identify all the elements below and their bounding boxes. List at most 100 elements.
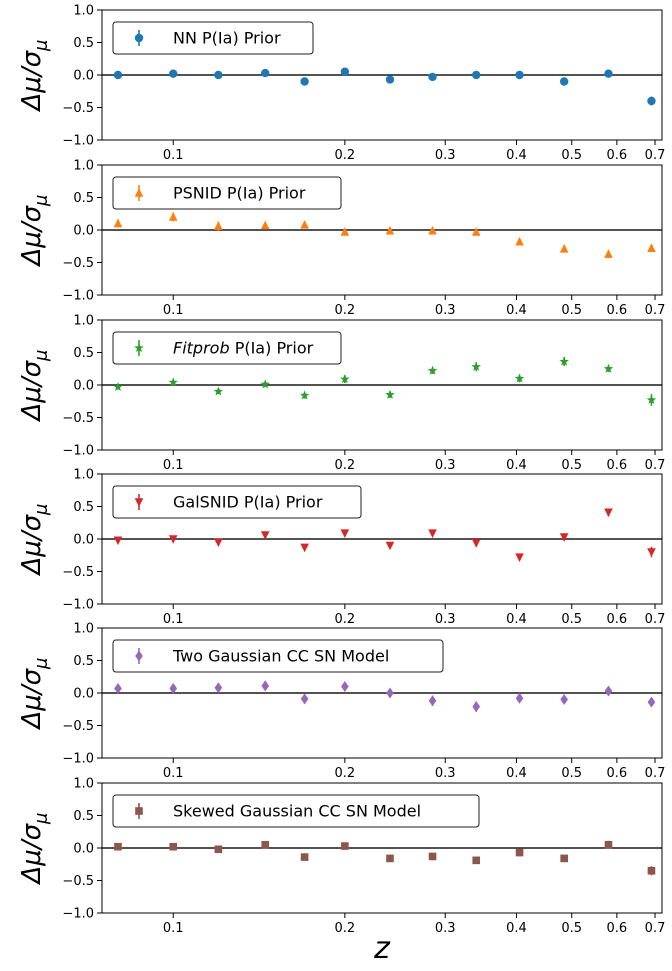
- legend-label-italic: Fitprob: [173, 339, 230, 358]
- data-point: [560, 694, 568, 705]
- legend-border: [112, 639, 444, 673]
- data-point: [300, 853, 309, 861]
- x-tick-label: 0.5: [561, 303, 582, 318]
- y-tick-label: −0.5: [62, 101, 94, 116]
- data-point: [647, 696, 656, 708]
- data-point: [604, 840, 613, 849]
- x-tick-label: 0.3: [435, 458, 456, 473]
- y-axis-label-main: Δμ/σ: [17, 513, 47, 576]
- data-point: [260, 531, 270, 540]
- data-point: [472, 70, 481, 80]
- y-tick-label: 0.0: [73, 533, 94, 548]
- data-point: [113, 381, 123, 391]
- data-point: [604, 508, 613, 518]
- data-point: [340, 374, 350, 384]
- x-tick-label: 0.2: [335, 921, 356, 936]
- data-point: [386, 854, 394, 863]
- legend-border: [112, 21, 314, 55]
- data-point: [341, 842, 349, 850]
- data-point: [114, 682, 122, 694]
- y-axis-label-subscript: μ: [31, 194, 52, 206]
- panel-6: 1.0 0.5 0.0 −0.5 −1.0 0.1 0.2 0.3 0.4 0.5 0.6 0.7 Sk…: [17, 777, 665, 937]
- data-point: [559, 77, 569, 86]
- data-point: [515, 553, 524, 562]
- axes-frame: [101, 473, 663, 605]
- y-tick-label: 1.0: [73, 468, 94, 483]
- data-point: [604, 249, 613, 258]
- x-tick-label: 0.3: [435, 766, 456, 781]
- legend-label: GalSNID P(Ia) Prior: [173, 493, 323, 512]
- y-tick-label: 1.0: [73, 622, 94, 637]
- panel-3: 1.0 0.5 0.0 −0.5 −1.0 0.1 0.2 0.3 0.4 0.5 0.6 0.7 Fi…: [17, 314, 665, 474]
- x-tick-label: 0.7: [645, 612, 666, 627]
- data-point: [213, 386, 224, 396]
- data-point: [168, 535, 178, 544]
- legend-marker: [135, 807, 143, 815]
- data-point: [114, 842, 122, 851]
- y-tick-label: 0.0: [73, 379, 94, 394]
- data-point: [647, 96, 656, 106]
- legend-marker: [134, 33, 144, 43]
- data-point: [427, 365, 438, 375]
- x-tick-label: 0.6: [607, 303, 628, 318]
- data-point: [169, 682, 178, 694]
- y-axis-label-subscript: μ: [31, 39, 52, 51]
- legend: Two Gaussian CC SN Model: [112, 639, 444, 673]
- y-axis-label: Δμ/σμ: [17, 812, 52, 885]
- y-tick-label: −1.0: [62, 444, 94, 459]
- data-point: [113, 536, 123, 546]
- x-tick-label: 0.1: [163, 148, 184, 163]
- data-point: [559, 533, 569, 542]
- data-point: [428, 695, 437, 707]
- data-point: [515, 848, 524, 857]
- y-tick-label: 0.0: [73, 69, 94, 84]
- y-tick-label: 0.5: [73, 500, 94, 515]
- y-axis-label: Δμ/σμ: [17, 503, 52, 576]
- data-point: [428, 852, 437, 861]
- data-point: [300, 77, 309, 86]
- panel-4: 1.0 0.5 0.0 −0.5 −1.0 0.1 0.2 0.3 0.4 0.5 0.6 0.7 Ga…: [17, 468, 665, 628]
- x-tick-label: 0.5: [561, 612, 582, 627]
- data-point: [559, 244, 569, 253]
- data-point: [340, 227, 350, 236]
- data-point: [514, 373, 525, 383]
- data-point: [168, 377, 178, 387]
- data-point: [300, 693, 309, 705]
- data-point: [471, 361, 481, 371]
- x-tick-label: 0.2: [335, 303, 356, 318]
- x-tick-label: 0.7: [645, 921, 666, 936]
- y-tick-label: 0.0: [73, 842, 94, 857]
- data-point: [471, 227, 481, 236]
- data-point: [261, 68, 270, 78]
- y-tick-label: −0.5: [62, 256, 94, 271]
- x-tick-label: 0.2: [335, 458, 356, 473]
- y-axis-label-main: Δμ/σ: [17, 359, 47, 422]
- legend: NN P(Ia) Prior: [112, 21, 314, 55]
- legend-label: Skewed Gaussian CC SN Model: [173, 802, 421, 821]
- y-tick-label: 0.5: [73, 36, 94, 51]
- data-point: [385, 389, 395, 399]
- x-tick-label: 0.4: [506, 148, 527, 163]
- x-tick-label: 0.5: [561, 148, 582, 163]
- y-tick-label: 1.0: [73, 4, 94, 19]
- y-axis-label-subscript: μ: [31, 812, 52, 824]
- data-point: [471, 539, 481, 548]
- y-axis-label-main: Δμ/σ: [17, 49, 47, 112]
- x-tick-label: 0.3: [435, 148, 456, 163]
- y-axis-label-subscript: μ: [31, 503, 52, 515]
- y-tick-label: 0.0: [73, 224, 94, 239]
- data-point: [340, 529, 350, 538]
- y-tick-label: 1.0: [73, 314, 94, 329]
- data-point: [299, 390, 310, 400]
- legend-label: Two Gaussian CC SN Model: [172, 647, 389, 666]
- axes-frame: [101, 627, 663, 759]
- data-point: [385, 541, 395, 551]
- panel-5: 1.0 0.5 0.0 −0.5 −1.0 0.1 0.2 0.3 0.4 0.5 0.6 0.7 Tw…: [17, 622, 665, 782]
- data-point: [386, 687, 394, 699]
- y-axis-label-main: Δμ/σ: [17, 204, 47, 267]
- legend-marker: [134, 343, 144, 353]
- data-point: [515, 70, 524, 80]
- data-point: [428, 529, 437, 538]
- data-point: [341, 681, 349, 692]
